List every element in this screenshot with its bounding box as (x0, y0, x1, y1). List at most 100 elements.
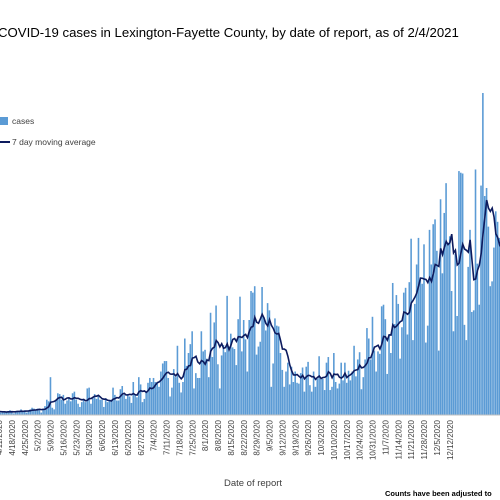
bar-cases (226, 295, 228, 415)
bar-cases (7, 410, 9, 415)
x-tick-label: 11/7/2020 (381, 419, 390, 455)
bar-cases (386, 373, 388, 415)
bar-cases (62, 394, 65, 416)
bar-cases (248, 320, 250, 415)
bar-cases (163, 361, 166, 415)
bar-cases (410, 238, 412, 415)
bar-cases (320, 378, 322, 415)
bar-cases (274, 318, 276, 415)
bar-cases (301, 367, 304, 415)
bar-cases (3, 412, 6, 415)
bar-cases (198, 377, 201, 415)
bar-cases (228, 346, 230, 415)
bar-cases (53, 409, 55, 415)
bar-cases (211, 357, 214, 415)
bar-cases (476, 263, 479, 415)
bar-cases (126, 394, 129, 415)
bar-cases (185, 365, 188, 415)
bar-cases (110, 399, 112, 415)
bar-cases (237, 319, 239, 415)
bar-cases (318, 356, 320, 415)
x-tick-label: 9/26/2020 (304, 419, 313, 455)
x-tick-label: 5/9/2020 (47, 419, 56, 451)
bar-cases (498, 237, 500, 415)
bar-cases (474, 169, 477, 415)
bar-cases (165, 361, 168, 415)
bar-cases (60, 399, 63, 415)
bar-cases (29, 409, 32, 415)
bar-cases (253, 286, 256, 415)
bar-cases (196, 377, 199, 415)
bar-cases (235, 365, 238, 415)
bar-cases (156, 383, 158, 415)
x-tick-label: 12/5/2020 (433, 419, 442, 455)
bar-cases (99, 399, 101, 415)
bar-cases (316, 378, 319, 415)
bar-cases (345, 382, 348, 415)
x-tick-label: 8/22/2020 (240, 419, 249, 455)
bar-cases (469, 229, 471, 415)
bar-cases (187, 353, 190, 415)
bar-cases (136, 397, 138, 415)
bar-cases (303, 391, 306, 415)
bar-cases (270, 386, 273, 415)
bar-cases (325, 362, 328, 415)
x-tick-label: 10/31/2020 (369, 419, 378, 460)
bar-cases (193, 388, 195, 415)
bar-cases (430, 264, 433, 415)
bar-cases (86, 388, 89, 415)
bar-cases (419, 278, 422, 415)
bar-cases (242, 320, 245, 415)
bar-cases (355, 376, 357, 415)
bar-cases (292, 382, 295, 415)
bar-cases (150, 382, 153, 415)
bar-cases (121, 386, 124, 415)
bar-cases (373, 350, 376, 415)
bar-cases (34, 410, 37, 415)
bar-cases (195, 373, 197, 415)
x-tick-label: 5/16/2020 (59, 419, 68, 455)
bar-cases (250, 291, 252, 415)
bar-cases (266, 303, 269, 415)
bar-cases (312, 371, 315, 415)
bar-cases (338, 383, 341, 415)
bar-cases (395, 295, 398, 415)
bar-cases (489, 286, 492, 415)
bar-cases (178, 382, 181, 415)
x-axis-title: Date of report (224, 478, 282, 489)
bar-cases (434, 219, 436, 415)
bar-cases (417, 237, 420, 415)
x-tick-label: 7/4/2020 (150, 419, 159, 451)
bar-cases (264, 330, 267, 415)
bar-cases (38, 410, 41, 415)
bar-cases (84, 402, 87, 415)
bar-cases (485, 187, 488, 415)
bar-cases (108, 400, 111, 415)
bar-cases (11, 410, 13, 415)
bar-cases (22, 410, 24, 415)
bar-cases (244, 339, 247, 415)
bar-cases (439, 199, 442, 415)
bar-cases (14, 411, 17, 415)
x-tick-label: 9/19/2020 (291, 419, 300, 455)
bar-cases (371, 316, 374, 415)
bar-cases (68, 398, 70, 415)
bar-cases (309, 385, 311, 415)
bar-cases (115, 400, 118, 415)
x-tick-label: 12/12/2020 (446, 419, 455, 460)
bar-cases (329, 390, 331, 415)
bar-cases (402, 292, 405, 415)
bar-cases (277, 326, 280, 415)
bar-cases (172, 369, 175, 415)
line-series-moving-average (0, 199, 500, 413)
x-axis-tick-labels: 4/11/2020 4/18/2020 4/25/2020 5/2/2020 5/9/2… (0, 419, 455, 460)
bar-cases (342, 380, 344, 415)
bar-cases (259, 341, 262, 415)
bar-cases (75, 399, 78, 415)
bar-cases (382, 304, 385, 415)
bar-cases (349, 380, 352, 415)
bar-cases (397, 303, 400, 415)
bar-cases (399, 358, 401, 415)
bar-cases (161, 363, 164, 415)
